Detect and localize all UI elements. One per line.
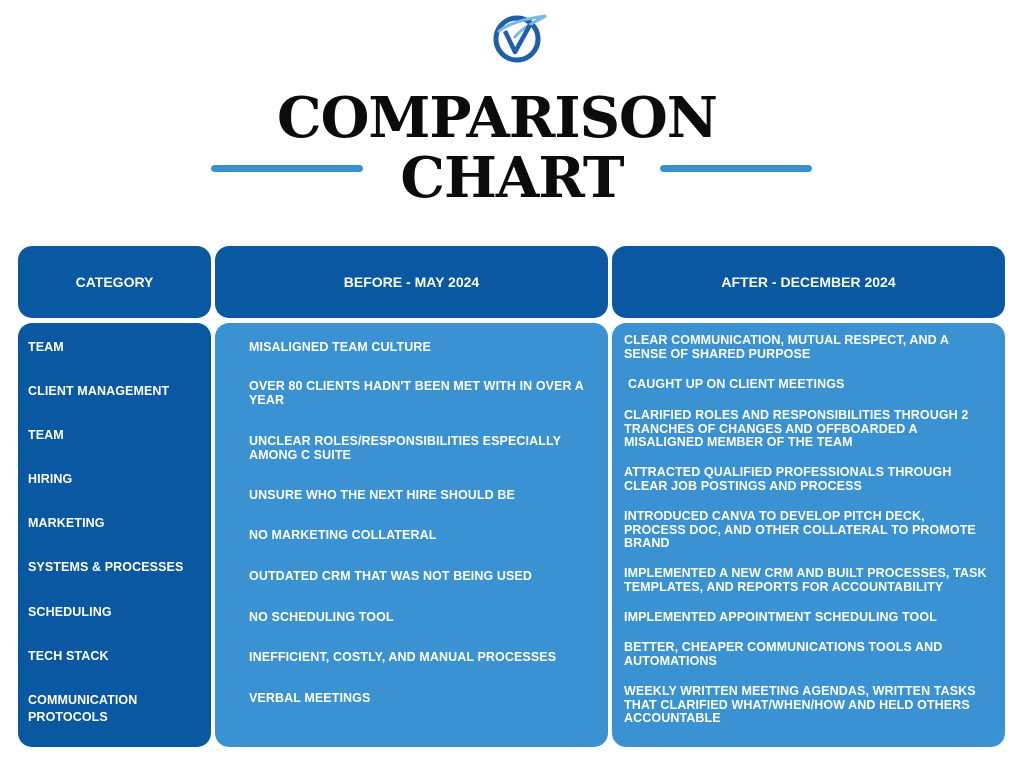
category-cell: TEAM	[28, 340, 64, 354]
category-cell: TEAM	[28, 428, 64, 442]
header-category: CATEGORY	[18, 246, 211, 318]
before-cell: VERBAL MEETINGS	[249, 691, 371, 705]
before-cell: UNSURE WHO THE NEXT HIRE SHOULD BE	[249, 488, 515, 502]
before-cell: INEFFICIENT, COSTLY, AND MANUAL PROCESSE…	[249, 650, 557, 664]
category-cell: SCHEDULING	[28, 605, 112, 619]
after-cell: INTRODUCED CANVA TO DEVELOP PITCH DECK, …	[624, 509, 976, 550]
category-cell: HIRING	[28, 472, 73, 486]
before-cell: UNCLEAR ROLES/RESPONSIBILITIES ESPECIALL…	[249, 434, 561, 462]
before-cell: OUTDATED CRM THAT WAS NOT BEING USED	[249, 569, 532, 583]
category-cell: COMMUNICATION PROTOCOLS	[28, 693, 138, 724]
after-column: CLEAR COMMUNICATION, MUTUAL RESPECT, AND…	[612, 323, 1005, 747]
after-cell: IMPLEMENTED A NEW CRM AND BUILT PROCESSE…	[624, 566, 987, 594]
after-cell: CLARIFIED ROLES AND RESPONSIBILITIES THR…	[624, 408, 969, 449]
title-rule-right	[660, 165, 812, 172]
header-before: BEFORE - MAY 2024	[215, 246, 608, 318]
v-swoosh-logo-icon	[493, 14, 547, 63]
title-line-1: COMPARISON	[277, 85, 718, 151]
category-column: TEAM CLIENT MANAGEMENT TEAM HIRING MARKE…	[18, 323, 211, 747]
after-cell: CAUGHT UP ON CLIENT MEETINGS	[628, 377, 845, 391]
category-cell: CLIENT MANAGEMENT	[28, 384, 170, 398]
after-cell: CLEAR COMMUNICATION, MUTUAL RESPECT, AND…	[624, 333, 949, 361]
before-cell: OVER 80 CLIENTS HADN'T BEEN MET WITH IN …	[249, 379, 584, 407]
category-cell: TECH STACK	[28, 649, 109, 663]
before-cell: NO MARKETING COLLATERAL	[249, 528, 437, 542]
category-cell: MARKETING	[28, 516, 105, 530]
after-cell: ATTRACTED QUALIFIED PROFESSIONALS THROUG…	[624, 465, 952, 493]
after-cell: IMPLEMENTED APPOINTMENT SCHEDULING TOOL	[624, 610, 937, 624]
after-cell: BETTER, CHEAPER COMMUNICATIONS TOOLS AND…	[624, 640, 943, 668]
page-title: COMPARISON CHART	[0, 88, 1024, 208]
after-cell: WEEKLY WRITTEN MEETING AGENDAS, WRITTEN …	[624, 684, 976, 725]
before-cell: NO SCHEDULING TOOL	[249, 610, 394, 624]
title-line-2: CHART	[400, 145, 624, 211]
category-cell: SYSTEMS & PROCESSES	[28, 560, 184, 574]
before-column: MISALIGNED TEAM CULTURE OVER 80 CLIENTS …	[215, 323, 608, 747]
header-after: AFTER - DECEMBER 2024	[612, 246, 1005, 318]
title-rule-left	[211, 165, 363, 172]
before-cell: MISALIGNED TEAM CULTURE	[249, 340, 431, 354]
